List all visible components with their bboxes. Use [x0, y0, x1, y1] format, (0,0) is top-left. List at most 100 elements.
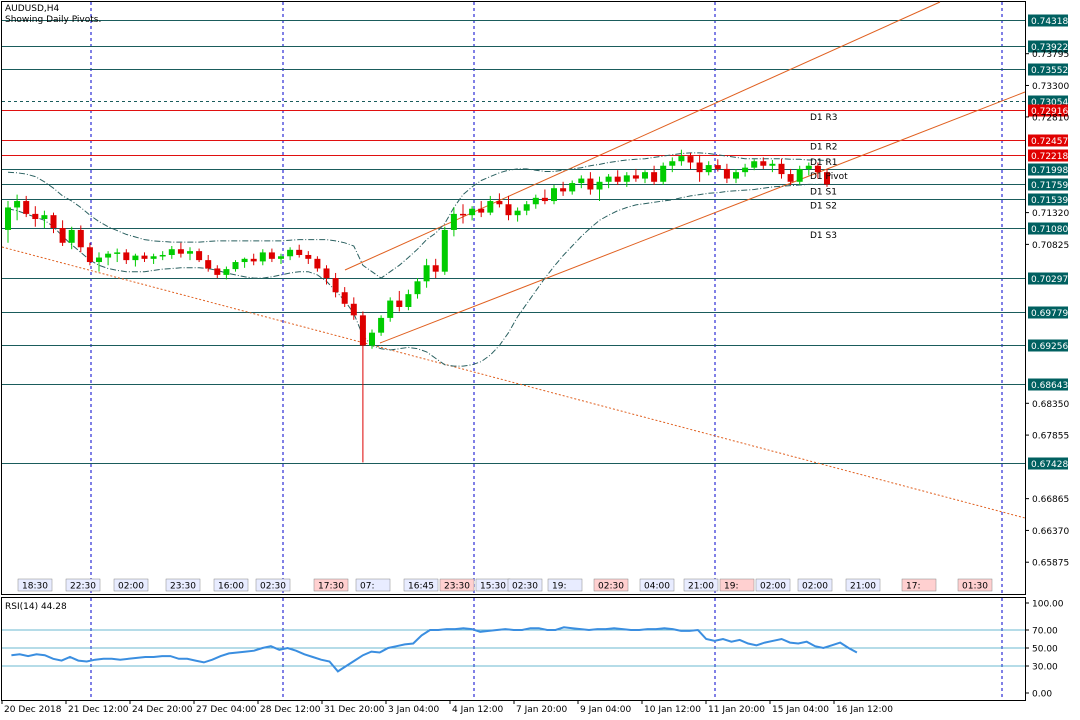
candle-body	[332, 278, 339, 293]
time-tag: 17:30	[318, 582, 344, 592]
rsi-axis-label: 0.00	[1032, 690, 1052, 700]
price-tag: 0.67428	[1031, 460, 1068, 470]
price-tag: 0.74318	[1031, 17, 1068, 27]
price-tag: 0.72457	[1031, 137, 1068, 147]
axis-tick-label: 0.68350	[1032, 400, 1069, 410]
candle-body	[278, 256, 284, 259]
price-tag: 0.72916	[1031, 107, 1068, 117]
time-tag-bg	[957, 578, 993, 592]
candle-body	[150, 256, 157, 259]
pivot-label: D1 R2	[810, 143, 838, 153]
price-tag-bg	[1028, 104, 1068, 117]
candle-body	[96, 257, 102, 263]
candle-body	[205, 260, 212, 269]
rsi-panel-frame	[1, 597, 1026, 701]
axis-tick-label: 0.66370	[1032, 527, 1069, 537]
candle-body	[287, 249, 294, 257]
candle-body	[614, 176, 621, 182]
pivot-label: D1 R1	[810, 158, 838, 168]
main-panel-frame	[1, 1, 1026, 595]
candle-body	[669, 161, 676, 166]
candle-body	[696, 162, 703, 173]
candle-body	[678, 156, 685, 162]
horizontal-levels	[2, 20, 1025, 464]
candle-body	[551, 188, 557, 202]
candlesticks	[5, 149, 830, 463]
candle-body	[805, 165, 812, 169]
candle-body	[5, 207, 11, 230]
price-tag: 0.68643	[1031, 381, 1068, 391]
rsi-indicator: 100.00 70.00 50.00 30.00 0.00	[2, 600, 1064, 700]
pivot-label: D1 Pivot	[810, 172, 848, 182]
time-tag-bg	[683, 578, 719, 592]
candle-body	[478, 208, 485, 213]
time-tag: 01:30	[962, 582, 988, 592]
candle-body	[223, 269, 230, 275]
time-tag: 16:00	[218, 582, 244, 592]
time-axis-label: 20 Dec 2018	[4, 705, 62, 715]
price-tag: 0.71539	[1031, 196, 1068, 206]
time-tag-bg	[755, 578, 791, 592]
axis-tick-label: 0.70825	[1032, 241, 1069, 251]
price-tag-bg	[1028, 149, 1068, 162]
time-tag: 02:30	[260, 582, 286, 592]
time-tag: 23:30	[444, 582, 470, 592]
candle-body	[341, 292, 348, 304]
candle-body	[733, 172, 739, 179]
time-tag: 02:00	[802, 582, 828, 592]
axis-tick-label: 0.73300	[1032, 82, 1069, 92]
candle-body	[396, 300, 403, 307]
candle-body	[596, 181, 603, 190]
candle-body	[487, 201, 494, 213]
price-tag: 0.71998	[1031, 166, 1068, 176]
candle-body	[314, 258, 321, 269]
candle-body	[259, 252, 266, 262]
time-tag-bg	[797, 578, 833, 592]
candle-body	[214, 268, 221, 275]
symbol-title: AUDUSD,H4	[5, 4, 60, 14]
candle-body	[159, 254, 166, 257]
rsi-line	[11, 626, 858, 673]
candle-body	[59, 228, 66, 243]
candle-body	[141, 255, 148, 259]
candle-body	[432, 265, 439, 272]
candle-body	[86, 247, 93, 263]
time-tag: 04:00	[644, 582, 670, 592]
candle-body	[369, 332, 375, 346]
axis-tick-label: 0.66865	[1032, 495, 1069, 505]
candle-body	[423, 265, 430, 282]
channel-upper	[344, 1, 941, 271]
price-tag: 0.73552	[1031, 66, 1068, 76]
axis-tick-label: 0.73795	[1032, 50, 1069, 60]
time-tag: 02:30	[512, 582, 538, 592]
time-tag: 02:00	[118, 582, 144, 592]
price-tag-bg	[1028, 222, 1068, 235]
candle-body	[469, 208, 476, 216]
time-tag-bg	[719, 578, 755, 592]
time-axis-label: 21 Dec 12:00	[68, 705, 129, 715]
time-axis-label: 4 Jan 12:00	[452, 705, 504, 715]
candle-body	[241, 258, 248, 263]
candle-body	[769, 163, 776, 166]
candle-body	[359, 315, 366, 346]
time-axis-label: 11 Jan 20:00	[708, 705, 765, 715]
price-tag: 0.72218	[1031, 152, 1068, 162]
candle-body	[605, 176, 612, 182]
price-tag-bg	[1028, 14, 1068, 27]
candle-body	[50, 215, 57, 229]
candle-body	[824, 172, 830, 185]
candle-body	[569, 183, 576, 192]
time-tag-bg	[17, 578, 53, 592]
candle-body	[114, 252, 121, 254]
price-tag-bg	[1028, 178, 1068, 191]
price-tag-bg	[1028, 457, 1068, 470]
price-tag: 0.73922	[1031, 43, 1068, 53]
time-axis-label: 16 Jan 12:00	[836, 705, 893, 715]
candle-body	[105, 253, 112, 258]
candle-body	[723, 168, 730, 179]
time-tag: 07:	[360, 582, 374, 592]
candle-body	[787, 174, 794, 182]
axis-tick-label: 0.72810	[1032, 113, 1069, 123]
